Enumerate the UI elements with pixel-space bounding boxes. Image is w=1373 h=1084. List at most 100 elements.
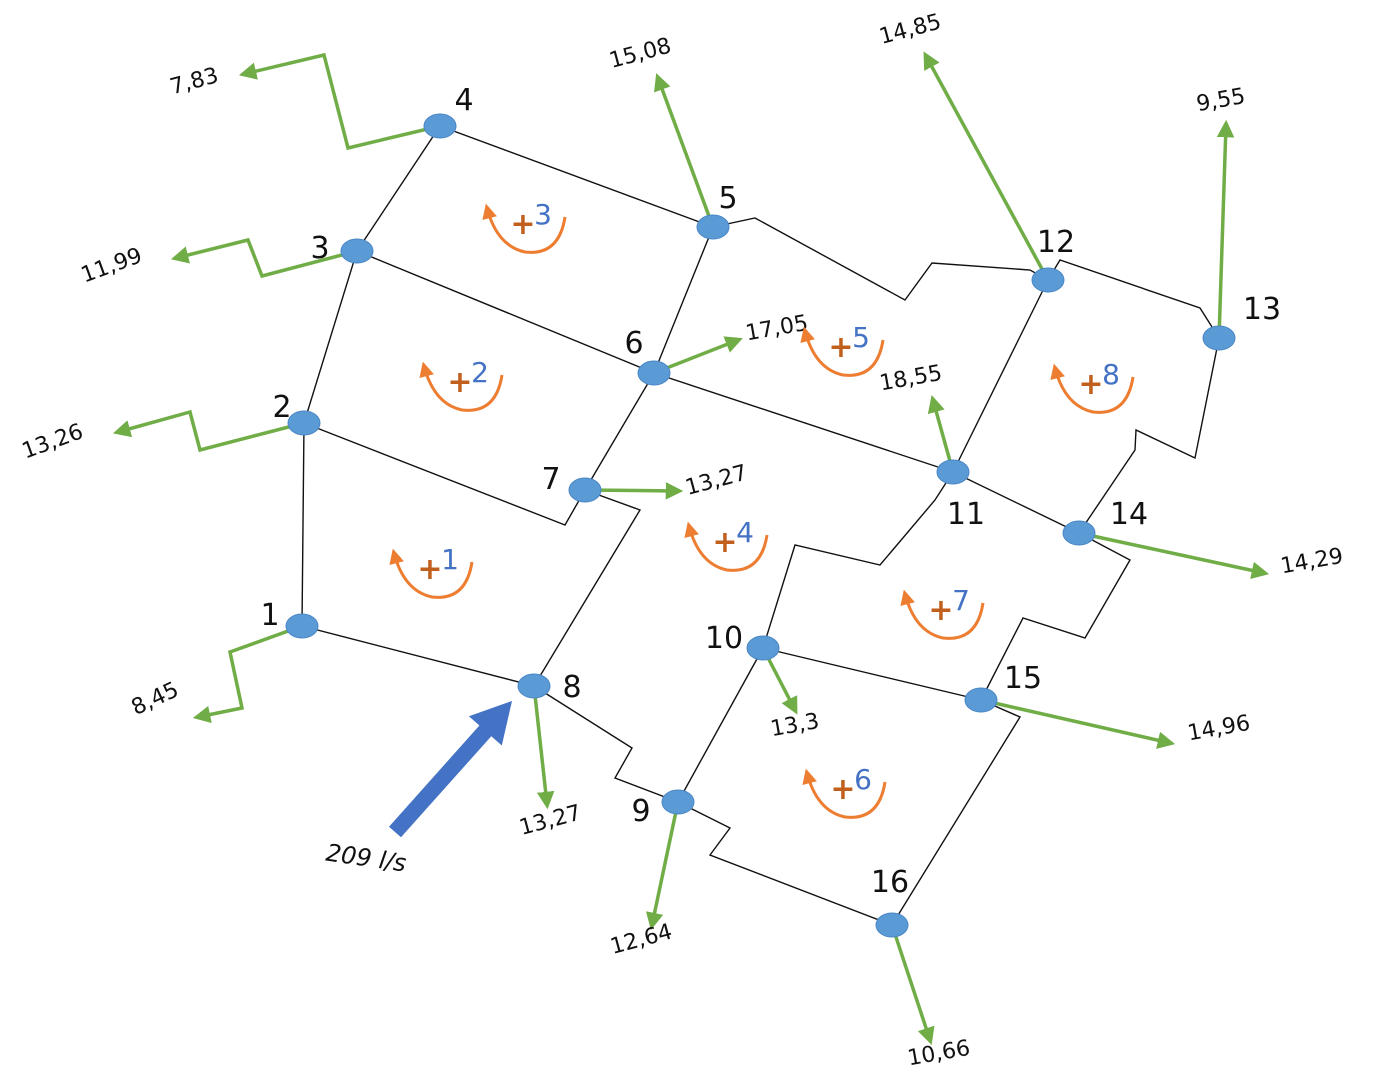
pipe-11-12	[952, 279, 1049, 473]
demand-arrow-node-5	[654, 73, 715, 228]
pipe-6-7	[584, 372, 655, 491]
supply-arrow-layer: 209 l/s	[324, 701, 512, 878]
pipe-10-11	[762, 471, 954, 649]
loop-number-3: 3	[534, 198, 552, 231]
node-9	[661, 789, 695, 815]
loop-4: +4	[684, 516, 769, 572]
demand-arrow-node-12	[923, 51, 1050, 281]
pipe-4-5	[439, 125, 714, 228]
pipe-7-8	[533, 489, 642, 687]
loop-8: +8	[1050, 358, 1135, 414]
node-4	[423, 113, 457, 139]
demand-value-node-2: 13,26	[19, 419, 87, 464]
node-label-3: 3	[310, 231, 329, 266]
node-label-15: 15	[1004, 661, 1042, 696]
demand-value-node-9: 12,64	[608, 919, 675, 959]
pipe-5-12	[712, 217, 1049, 301]
loops-layer: +1+2+3+4+5+6+7+8	[389, 198, 1135, 819]
demand-value-node-4: 7,83	[167, 63, 221, 100]
node-14	[1062, 520, 1096, 546]
demand-value-node-5: 15,08	[607, 33, 674, 73]
node-13	[1202, 325, 1236, 351]
demand-value-node-14: 14,29	[1279, 544, 1345, 580]
loop-number-6: 6	[854, 763, 872, 796]
loop-arrow-4	[684, 521, 769, 572]
node-label-8: 8	[562, 670, 581, 705]
loop-number-4: 4	[736, 516, 754, 549]
node-11	[936, 459, 970, 485]
demand-arrow-node-14	[1078, 531, 1270, 579]
demand-value-node-1: 8,45	[128, 677, 183, 720]
loop-arrow-7	[900, 589, 985, 640]
loop-arrow-3	[482, 203, 567, 254]
node-8	[517, 673, 551, 699]
pipe-12-13	[1047, 259, 1220, 339]
node-label-2: 2	[272, 390, 291, 425]
loop-2: +2	[419, 356, 504, 412]
demand-value-node-6: 17,05	[744, 311, 810, 347]
pipe-15-16	[891, 699, 1022, 926]
node-label-9: 9	[631, 794, 650, 829]
pipe-10-15	[762, 647, 982, 701]
loop-arrow-5	[800, 326, 885, 377]
loop-sign-5: +	[828, 330, 853, 365]
loop-arrow-2	[419, 361, 504, 412]
demand-arrow-node-16	[890, 924, 935, 1045]
demand-value-node-8: 13,27	[517, 800, 584, 840]
node-15	[964, 687, 998, 713]
loop-arrow-8	[1050, 363, 1135, 414]
node-12	[1031, 267, 1065, 293]
loop-arrow-1	[389, 548, 474, 599]
pipe-1-2	[301, 422, 305, 627]
loop-6: +6	[802, 763, 887, 819]
loop-number-5: 5	[852, 321, 870, 354]
node-6	[637, 360, 671, 386]
node-label-7: 7	[541, 462, 560, 497]
demand-value-node-10: 13,3	[769, 709, 822, 742]
demand-arrow-node-2	[112, 409, 305, 453]
pipe-11-14	[952, 471, 1080, 534]
demand-arrow-node-3	[170, 237, 358, 279]
demand-arrows-layer: 8,4513,2611,997,8315,0817,0513,2713,2712…	[19, 9, 1345, 1071]
demand-value-node-11: 18,55	[878, 361, 944, 397]
demand-arrow-node-9	[645, 801, 680, 931]
loop-3: +3	[482, 198, 567, 254]
pipe-2-7	[303, 422, 586, 526]
loop-sign-8: +	[1078, 367, 1103, 402]
supply-flow-label: 209 l/s	[324, 839, 408, 878]
node-1	[285, 613, 319, 639]
loop-number-1: 1	[441, 543, 459, 576]
demand-value-node-15: 14,96	[1186, 711, 1252, 747]
node-3	[340, 238, 374, 264]
pipe-6-11	[653, 372, 954, 473]
pipe-13-14	[1078, 337, 1220, 534]
pipe-14-15	[980, 532, 1131, 701]
loop-number-7: 7	[952, 584, 970, 617]
loop-5: +5	[800, 321, 885, 377]
pipes-layer	[301, 125, 1220, 926]
pipe-3-6	[356, 250, 655, 374]
pipe-5-6	[653, 226, 714, 374]
node-label-10: 10	[705, 621, 743, 656]
node-2	[287, 410, 321, 436]
demand-arrow-node-1	[192, 624, 303, 724]
node-5	[696, 214, 730, 240]
demand-value-node-13: 9,55	[1195, 84, 1248, 117]
demand-value-node-12: 14,85	[877, 9, 944, 49]
loop-sign-2: +	[447, 365, 472, 400]
loop-sign-3: +	[510, 207, 535, 242]
node-7	[568, 477, 602, 503]
pipe-1-8	[301, 625, 535, 687]
demand-value-node-3: 11,99	[78, 243, 146, 288]
node-label-11: 11	[947, 497, 985, 532]
node-label-4: 4	[454, 83, 473, 118]
node-label-1: 1	[260, 598, 279, 633]
pipe-9-16	[677, 801, 893, 926]
demand-value-node-16: 10,66	[906, 1036, 972, 1072]
loop-sign-7: +	[928, 593, 953, 628]
loop-1: +1	[389, 543, 474, 599]
loop-sign-6: +	[830, 772, 855, 807]
